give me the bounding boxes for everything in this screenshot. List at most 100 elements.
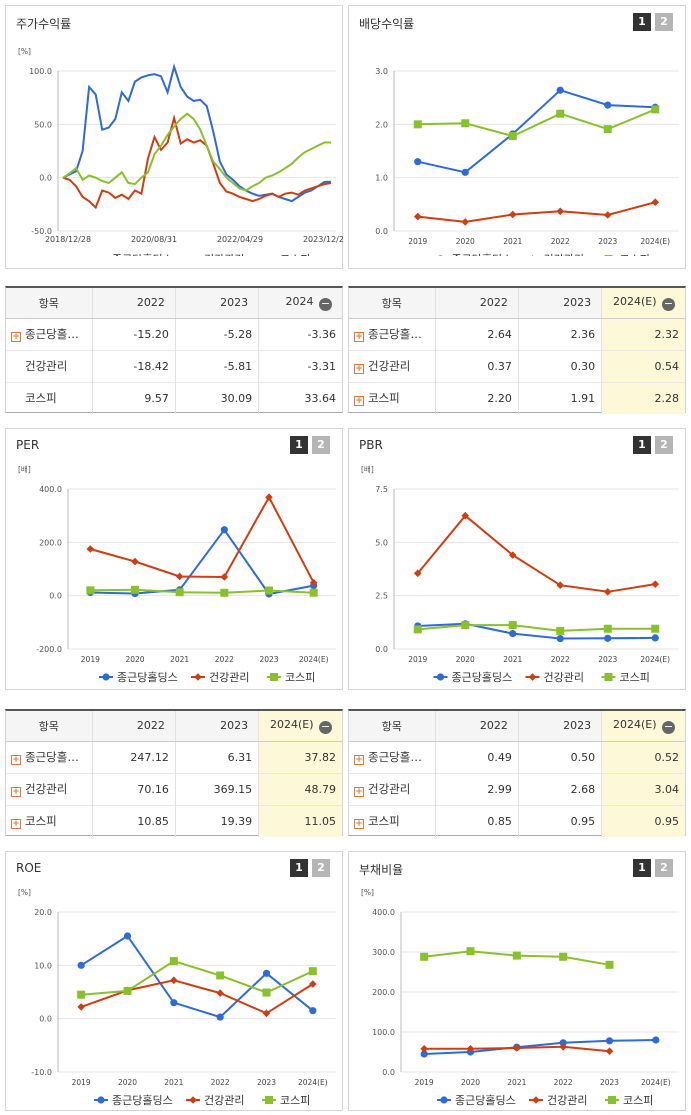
- header-label: 항목: [38, 719, 59, 733]
- value-cell: -3.36: [258, 317, 342, 350]
- expand-plus-icon[interactable]: +: [354, 364, 364, 374]
- value-cell: 9.57: [91, 381, 176, 414]
- value-cell: 2.32: [601, 317, 685, 350]
- series-line: [62, 63, 331, 203]
- expand-plus-icon[interactable]: +: [11, 819, 21, 830]
- collapse-minus-icon[interactable]: −: [662, 719, 675, 734]
- x-tick-label: 2019: [408, 655, 427, 664]
- x-tick-label: 2023: [259, 655, 278, 664]
- value-cell: 0.52: [601, 740, 685, 773]
- x-tick-label: 2023: [257, 1078, 276, 1087]
- table-row: + 종근당홀… 247.12 6.31 37.82: [6, 740, 342, 773]
- expand-plus-icon[interactable]: +: [354, 332, 364, 342]
- page-button-2[interactable]: 2: [655, 859, 673, 877]
- header-cell: 2023: [517, 711, 602, 742]
- data-point: [466, 1045, 475, 1053]
- data-point: [604, 634, 612, 642]
- expand-plus-icon[interactable]: +: [354, 755, 364, 765]
- expand-plus-icon[interactable]: +: [354, 787, 364, 797]
- value-cell: -18.42: [91, 349, 176, 382]
- data-point: [508, 621, 517, 630]
- data-point: [605, 1037, 614, 1045]
- page-button-2[interactable]: 2: [655, 436, 673, 454]
- page-button-2[interactable]: 2: [655, 13, 673, 31]
- header-label: 2024(E): [612, 294, 657, 308]
- data-point: [189, 1096, 197, 1104]
- value-cell: -5.28: [174, 317, 259, 350]
- header-label: 2022: [136, 296, 165, 310]
- unit-label: [배]: [18, 465, 31, 474]
- page-button-1[interactable]: 1: [633, 13, 651, 31]
- value-cell: -15.20: [91, 317, 176, 350]
- series-line: [90, 528, 314, 596]
- value-cell: 0.50: [517, 740, 602, 773]
- value-cell: 0.30: [517, 349, 602, 382]
- expand-plus-icon[interactable]: +: [11, 755, 21, 765]
- data-point: [194, 673, 202, 681]
- collapse-minus-icon[interactable]: −: [319, 296, 332, 311]
- page-button-1[interactable]: 1: [290, 859, 308, 877]
- y-tick-label: 0.0: [49, 592, 62, 601]
- expand-plus-icon[interactable]: +: [11, 332, 21, 342]
- x-tick-label: 2022/04/29: [217, 235, 263, 244]
- x-tick-label: 2021: [170, 655, 189, 664]
- page-button-1[interactable]: 1: [633, 436, 651, 454]
- table-row: 코스피 9.57 30.09 33.64: [6, 381, 342, 414]
- header-cell: 2022: [91, 288, 176, 319]
- row-name: 종근당홀…: [368, 750, 422, 764]
- value-cell: 10.85: [91, 804, 176, 837]
- value-cell: 2.99: [434, 772, 519, 805]
- data-point: [413, 120, 422, 129]
- x-tick-label: 2024(E): [640, 655, 670, 664]
- series-line: [62, 113, 332, 210]
- page-button-1[interactable]: 1: [633, 859, 651, 877]
- value-cell: 1.91: [517, 381, 602, 414]
- legend-label: 코스피: [620, 671, 650, 684]
- data-point: [556, 626, 565, 635]
- expand-plus-icon[interactable]: +: [354, 396, 364, 407]
- page-button-2[interactable]: 2: [312, 859, 330, 877]
- x-tick-label: 2022: [211, 1078, 230, 1087]
- series-line: [80, 934, 314, 1019]
- header-label: 항목: [381, 719, 402, 733]
- value-cell: 0.95: [601, 804, 685, 837]
- header-label: 항목: [381, 296, 402, 310]
- page-button-2[interactable]: 2: [312, 436, 330, 454]
- expand-plus-icon[interactable]: +: [354, 819, 364, 830]
- data-point: [77, 961, 85, 969]
- data-point: [170, 999, 178, 1007]
- dividend-panel: 배당수익률 1 2 3.0 2.0 1.0 0.0 2019 2020 2021 2022 20…: [348, 5, 686, 269]
- data-point: [605, 1047, 614, 1055]
- page-button-1[interactable]: 1: [290, 436, 308, 454]
- x-tick-label: 2024(E): [640, 237, 670, 246]
- x-tick-label: 2020: [118, 1078, 137, 1087]
- x-tick-label: 2020: [125, 655, 144, 664]
- data-point: [270, 673, 278, 681]
- data-point: [556, 109, 565, 118]
- y-tick-label: -10.0: [31, 1068, 52, 1077]
- data-point: [559, 1039, 567, 1047]
- legend-label: 종근당홀딩스: [112, 253, 173, 256]
- y-tick-label: 1.0: [375, 174, 388, 183]
- y-tick-label: 0.0: [39, 1015, 52, 1024]
- pbr-panel: PBR 1 2 [배] 7.5 5.0 2.5 0.0 2019 2020 2021 2022 2…: [348, 428, 686, 690]
- table-header-row: 항목 2022 2023 2024 −: [6, 288, 342, 319]
- data-point: [651, 624, 660, 633]
- value-cell: -5.81: [174, 349, 259, 382]
- data-point: [608, 1096, 616, 1104]
- data-point: [216, 1013, 224, 1021]
- collapse-minus-icon[interactable]: −: [319, 719, 332, 734]
- data-point: [413, 212, 422, 221]
- legend-label: 건강관리: [547, 1094, 587, 1107]
- header-cell: 2022: [434, 711, 519, 742]
- expand-plus-icon[interactable]: +: [11, 787, 21, 797]
- data-point: [123, 932, 132, 940]
- series-line: [90, 588, 314, 594]
- row-name-cell: + 종근당홀…: [349, 317, 435, 350]
- header-label: 2022: [136, 719, 165, 733]
- data-point: [651, 105, 660, 114]
- collapse-minus-icon[interactable]: −: [662, 296, 675, 311]
- row-name: 코스피: [368, 814, 400, 829]
- data-point: [556, 581, 565, 590]
- panel-title: PBR: [359, 438, 383, 452]
